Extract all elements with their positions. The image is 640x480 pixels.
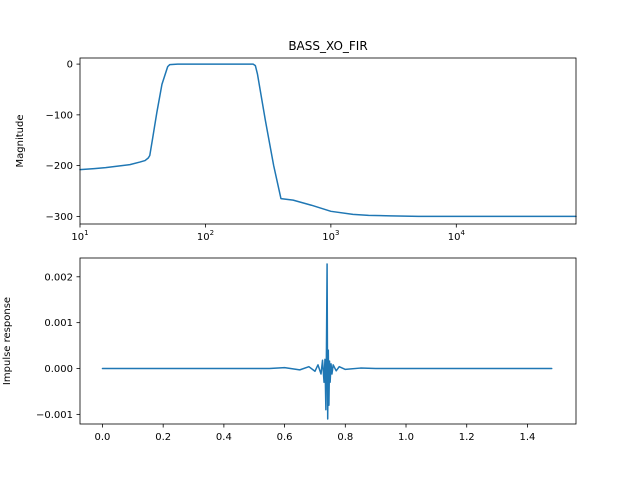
y-tick-label: 0: [67, 60, 73, 71]
x-tick-label: 0.0: [95, 432, 111, 443]
impulse-y-ticks: −0.001 0.000 0.001 0.002: [36, 272, 80, 421]
x-tick-label-exponent: 2: [210, 229, 214, 237]
x-tick-label: 1.2: [459, 432, 475, 443]
x-tick-label-base: 10: [448, 232, 461, 243]
y-tick-label: 0.002: [44, 272, 73, 283]
impulse-axes-frame: [79, 257, 577, 425]
magnitude-y-ticks: 0 −100 −200 −300: [46, 60, 80, 223]
x-tick-label: 0.2: [155, 432, 171, 443]
impulse-series-group: [101, 263, 553, 420]
impulse-x-ticks: 0.0 0.2 0.4 0.6 0.8 1.0 1.2 1.4: [95, 424, 535, 443]
x-tick-label-exponent: 1: [84, 229, 88, 237]
y-tick-label: −100: [46, 110, 73, 121]
magnitude-x-ticks: 101 102 103 104: [71, 224, 465, 243]
magnitude-plot: BASS_XO_FIR 101 102 103 104 0−100−200−300 M…: [15, 39, 577, 243]
y-tick-label: 0.000: [44, 364, 73, 375]
impulse-plot: 0.0 0.2 0.4 0.6 0.8 1.0 1.2 1.4 −0.001 0.000 0.00…: [2, 257, 577, 443]
x-tick-label: 0.8: [337, 432, 353, 443]
x-tick-label: 101: [71, 229, 88, 243]
chart-title: BASS_XO_FIR: [288, 39, 367, 53]
y-tick-label: −300: [46, 212, 73, 223]
magnitude-series-line: [79, 63, 577, 218]
y-tick-label: 0.001: [44, 318, 73, 329]
x-tick-label: 0.4: [216, 432, 232, 443]
magnitude-axes-frame: [79, 57, 577, 225]
magnitude-series-group: [79, 63, 577, 218]
x-tick-label: 103: [322, 229, 339, 243]
x-tick-label-exponent: 4: [460, 229, 465, 237]
y-tick-label: −0.001: [36, 410, 73, 421]
x-tick-label-exponent: 3: [335, 229, 339, 237]
x-tick-label: 102: [197, 229, 214, 243]
impulse-series-line: [101, 263, 553, 420]
impulse-y-axis-label: Impulse response: [2, 297, 13, 385]
magnitude-y-axis-label: Magnitude: [15, 115, 26, 168]
x-tick-label-base: 10: [71, 232, 84, 243]
x-tick-label: 104: [448, 229, 466, 243]
y-tick-label: −200: [46, 161, 73, 172]
x-tick-label-base: 10: [322, 232, 335, 243]
x-tick-label-base: 10: [197, 232, 210, 243]
x-tick-label: 1.0: [398, 432, 414, 443]
x-tick-label: 1.4: [519, 432, 535, 443]
x-tick-label: 0.6: [277, 432, 293, 443]
